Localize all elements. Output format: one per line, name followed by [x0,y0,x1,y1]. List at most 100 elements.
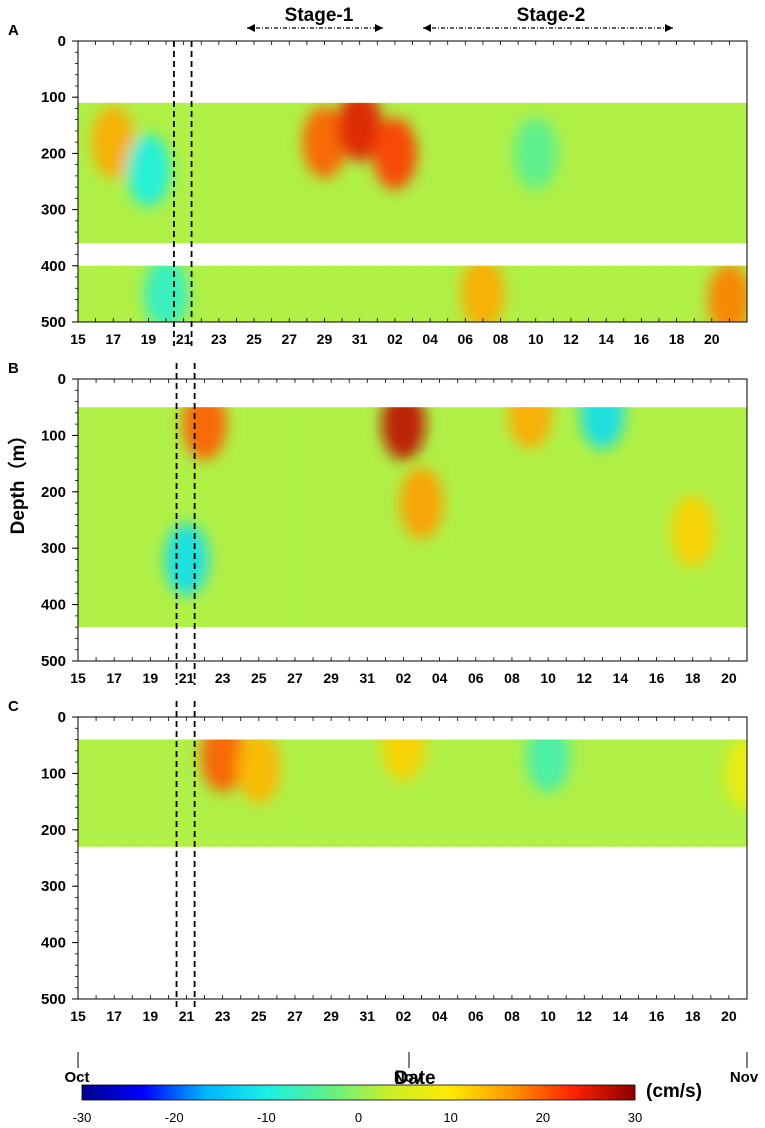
heatmap-band [84,739,89,847]
heatmap-band [364,407,371,628]
heatmap-band [400,102,406,322]
heatmap-band [282,407,288,628]
heatmap-band [563,407,570,628]
heatmap-band [662,739,668,847]
heatmap-band [581,739,588,847]
heatmap-band [409,739,415,847]
x-tick-label: 31 [352,331,368,347]
x-tick-label: 08 [504,1008,520,1024]
heatmap-feature [580,407,625,449]
y-tick-label: 200 [41,145,66,162]
heatmap-band [273,407,280,628]
heatmap-band [300,739,306,847]
heatmap-band [364,739,371,847]
x-tick-label: 16 [649,1008,665,1024]
y-tick-label: 0 [58,371,66,388]
stage-2-label: Stage-2 [517,5,586,26]
heatmap-band [716,407,722,628]
heatmap-band [647,102,653,322]
x-tick-label: 23 [215,1008,231,1024]
x-tick-label: 20 [721,670,737,686]
heatmap-band [156,407,162,628]
heatmap-band [725,407,732,628]
x-tick-label: 18 [685,670,701,686]
heatmap-band [295,102,301,322]
colorbar-tick-label: 10 [443,1110,457,1125]
heatmap-band [255,407,262,628]
heatmap-band [454,407,461,628]
heatmap-feature [236,739,281,804]
y-tick-label: 300 [41,878,66,895]
heatmap-band [310,407,317,628]
heatmap-band [463,739,469,847]
heatmap-band [120,407,126,628]
heatmap-band [207,102,213,322]
x-tick-label: 31 [360,670,376,686]
x-tick-label: 14 [613,670,629,686]
heatmap-band [626,407,632,628]
stage-2-arrow-head-right [665,24,673,32]
heatmap-band [698,739,704,847]
heatmap-band [201,407,208,628]
heatmap-band [183,739,190,847]
x-tick-label: 20 [721,1008,737,1024]
heatmap-band [629,102,635,322]
heatmap-band [264,407,270,628]
heatmap-band [444,102,451,322]
heatmap-band [228,739,234,847]
heatmap-band [524,102,530,322]
heatmap-band [576,102,582,322]
heatmap-band [550,102,557,322]
x-tick-label: 19 [143,1008,159,1024]
heatmap-band [536,739,542,847]
y-tick-label: 300 [41,540,66,557]
heatmap-band [84,407,89,628]
y-tick-label: 200 [41,484,66,501]
heatmap-band [463,407,469,628]
heatmap-band [356,102,363,322]
y-tick-label: 0 [58,709,66,726]
heatmap-band [328,739,335,847]
x-tick-label: 14 [613,1008,629,1024]
heatmap-band [572,739,578,847]
heatmap-band [129,739,136,847]
heatmap-band [506,102,512,322]
y-tick-label: 300 [41,202,66,219]
heatmap-bands [78,407,747,628]
heatmap-feature [381,407,426,461]
heatmap-band [330,102,336,322]
heatmap-band [165,407,172,628]
x-tick-label: 16 [634,331,650,347]
heatmap-band [268,102,275,322]
heatmap-band [93,739,100,847]
heatmap-band [620,102,627,322]
heatmap-band [210,407,216,628]
heatmap-band [691,102,698,322]
heatmap-band [445,739,451,847]
x-tick-label: 27 [287,670,303,686]
heatmap-band [138,739,144,847]
x-tick-label: 23 [211,331,227,347]
heatmap-band [445,407,451,628]
heatmap-band [219,407,226,628]
heatmap-band [246,407,252,628]
heatmap-features [91,102,747,322]
x-tick-label: 12 [576,1008,592,1024]
heatmap-band [237,407,244,628]
heatmap-band [136,102,142,322]
x-tick-label: 04 [422,331,438,347]
heatmap-band [147,407,154,628]
heatmap-band [400,739,407,847]
panel-label: A [8,22,19,39]
heatmap-band [608,407,614,628]
heatmap-band [215,102,222,322]
x-tick-label: 04 [432,1008,448,1024]
heatmap-band [481,739,487,847]
heatmap-band [282,739,288,847]
heatmap-band [726,102,733,322]
x-tick-label: 17 [106,670,122,686]
heatmap-band [545,407,552,628]
heatmap-band [337,739,343,847]
heatmap-feature [399,467,444,540]
